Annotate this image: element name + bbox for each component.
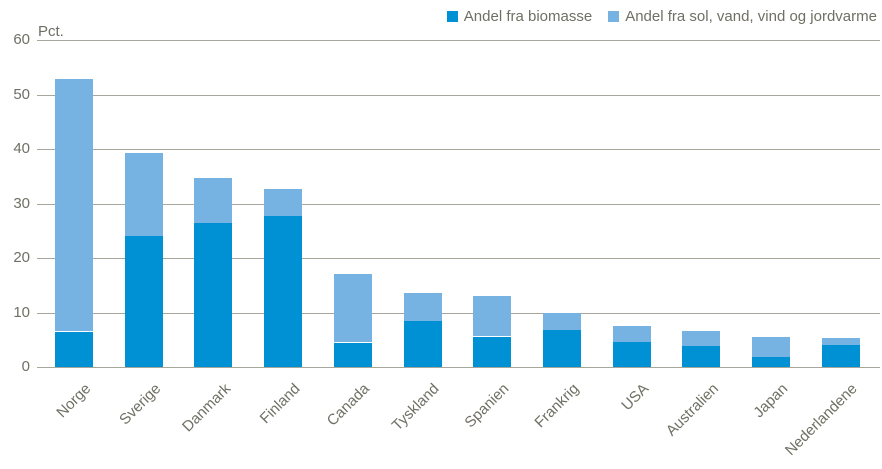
legend-item-biomasse: Andel fra biomasse [446,8,593,25]
bar-norge-andel-fra-sol-vand-vind-og-jordvarme [55,79,93,332]
x-axis-line [37,367,880,368]
x-label-canada: Canada [323,380,374,430]
bar-canada-andel-fra-sol-vand-vind-og-jordvarme [333,273,372,343]
bar-spanien-andel-fra-sol-vand-vind-og-jordvarme [473,296,512,337]
gridline-60 [37,40,880,41]
bar-japan-andel-fra-biomasse [752,356,790,367]
x-label-japan: Japan [750,380,792,422]
gridline-10 [37,312,880,314]
x-label-tyskland: Tyskland [388,380,443,435]
x-label-nederlandene: Nederlandene [782,380,862,459]
gridline-30 [37,203,880,205]
x-label-finland: Finland [256,380,304,428]
legend-item-sol-vand-vind-jordvarme: Andel fra sol, vand, vind og jordvarme [608,8,877,25]
bar-finland-andel-fra-biomasse [264,216,303,367]
bar-usa-andel-fra-biomasse [612,341,651,367]
x-label-danmark: Danmark [178,380,234,436]
x-label-spanien: Spanien [461,380,513,432]
y-tick-label-10: 10 [13,303,30,321]
gridline-50 [37,94,880,96]
bar-tyskland-andel-fra-biomasse [403,320,442,367]
bar-japan-andel-fra-sol-vand-vind-og-jordvarme [752,337,790,357]
legend-swatch-biomasse-icon [446,11,458,22]
y-tick-label-30: 30 [13,194,30,212]
x-label-sverige: Sverige [116,380,165,429]
y-tick-label-40: 40 [13,140,30,157]
legend-label-sol-vand-vind-jordvarme: Andel fra sol, vand, vind og jordvarme [625,8,877,25]
bar-frankrig-andel-fra-biomasse [542,329,581,367]
legend-label-biomasse: Andel fra biomasse [463,8,593,25]
bar-australien-andel-fra-sol-vand-vind-og-jordvarme [682,330,721,346]
legend: Andel fra biomasse Andel fra sol, vand, … [446,8,877,25]
bar-norge-andel-fra-biomasse [55,331,93,367]
x-label-frankrig: Frankrig [531,380,583,432]
gridline-40 [37,149,880,150]
y-tick-label-0: 0 [21,358,30,375]
legend-swatch-sol-vand-vind-jordvarme-icon [608,11,620,22]
bar-spanien-andel-fra-biomasse [473,336,512,367]
bar-frankrig-andel-fra-sol-vand-vind-og-jordvarme [542,312,581,330]
bar-australien-andel-fra-biomasse [682,345,721,367]
bar-nederlandene-andel-fra-sol-vand-vind-og-jordvarme [821,337,860,346]
bar-tyskland-andel-fra-sol-vand-vind-og-jordvarme [403,292,442,321]
x-label-norge: Norge [53,380,95,422]
bar-usa-andel-fra-sol-vand-vind-og-jordvarme [612,325,651,342]
x-label-australien: Australien [662,380,722,440]
bar-sverige-andel-fra-sol-vand-vind-og-jordvarme [124,153,163,237]
y-tick-label-50: 50 [13,85,30,103]
bar-danmark-andel-fra-sol-vand-vind-og-jordvarme [194,178,233,224]
bar-sverige-andel-fra-biomasse [124,236,163,367]
bar-nederlandene-andel-fra-biomasse [821,345,860,367]
gridline-20 [37,258,880,259]
x-label-usa: USA [618,380,652,415]
y-tick-label-60: 60 [13,31,30,48]
bar-danmark-andel-fra-biomasse [194,223,233,367]
bar-canada-andel-fra-biomasse [333,342,372,367]
y-axis-unit-label: Pct. [38,23,64,40]
bar-finland-andel-fra-sol-vand-vind-og-jordvarme [264,188,303,217]
y-tick-label-20: 20 [13,249,30,266]
